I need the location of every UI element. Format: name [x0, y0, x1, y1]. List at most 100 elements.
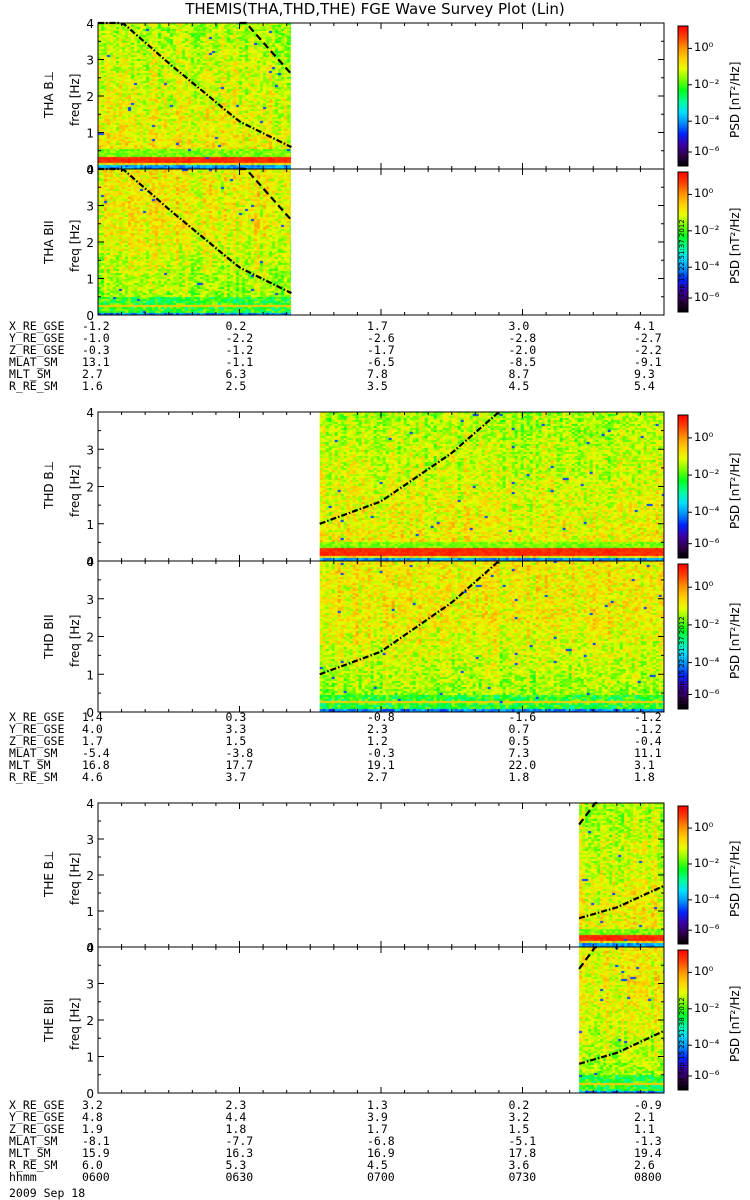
colorbar-tick-label: 10⁰ [694, 186, 714, 201]
gyro-curve-tha-perp-1 [239, 21, 293, 75]
ephemeris-value: 1.7 [367, 1122, 388, 1136]
gyro-curve-thd-par-0 [319, 560, 500, 676]
y-axis-unit-label: freq [Hz] [68, 614, 82, 667]
ephemeris-block-thd: X_RE_GSE 1.4 0.3 -0.8 -1.6 -1.2 Y_RE_GSE 4.0 3.3… [9, 711, 739, 783]
y-tick-label-0-4: 4 [86, 17, 94, 31]
ephemeris-value: 2.6 [634, 1158, 655, 1172]
chart-title: THEMIS(THA,THD,THE) FGE Wave Survey Plot… [185, 0, 565, 18]
ephemeris-value: 3.2 [82, 1098, 103, 1112]
ephemeris-row-label: MLT_SM [9, 1146, 51, 1160]
ephemeris-value: -1.2 [82, 319, 110, 333]
y-tick-label-1-4: 4 [86, 163, 94, 177]
y-tick-label-0-2: 2 [86, 90, 94, 104]
y-tick-label-3-0: 0 [86, 706, 94, 720]
ephemeris-value: 4.8 [82, 1110, 103, 1124]
y-tick-label-1-1: 1 [86, 273, 94, 287]
ephemeris-value: 1.8 [634, 770, 655, 784]
ephemeris-row-label: MLT_SM [9, 367, 51, 381]
ephemeris-value: 0600 [82, 1170, 110, 1184]
ephemeris-value: 0730 [508, 1170, 537, 1184]
colorbar-tick-label: 10⁻⁴ [694, 259, 720, 274]
ephemeris-value: 3.9 [367, 1110, 388, 1124]
y-tick-label-4-3: 3 [86, 833, 94, 847]
ephemeris-row-label: R_RE_SM [9, 379, 58, 393]
ephemeris-row-label: Y_RE_GSE [9, 1110, 65, 1124]
y-axis-unit-label: freq [Hz] [68, 852, 82, 905]
colorbar-2 [677, 414, 689, 559]
ephemeris-value: 1.7 [367, 319, 388, 333]
ephemeris-value: 13.1 [82, 355, 110, 369]
ephemeris-value: 0.5 [508, 734, 530, 748]
ephemeris-value: -1.2 [634, 722, 662, 736]
ephemeris-row-label: MLT_SM [9, 758, 51, 772]
ephemeris-value: 1.7 [82, 734, 103, 748]
y-tick-label-3-4: 4 [86, 555, 94, 569]
ephemeris-value: 1.9 [82, 1122, 103, 1136]
ephemeris-value: 4.6 [82, 770, 103, 784]
ephemeris-value: 2.5 [225, 379, 247, 393]
ephemeris-value: -6.8 [367, 1134, 395, 1148]
gyro-curve-the-par-0 [578, 1029, 665, 1065]
ephemeris-row: Z_RE_GSE 1.7 1.5 1.2 0.5 -0.4 [9, 735, 739, 747]
colorbar-tick-label: 10⁻² [694, 855, 720, 870]
colorbar-3 [677, 563, 689, 710]
colorbar-tick-label: 10⁻⁴ [694, 891, 720, 906]
ephemeris-value: 3.0 [508, 319, 530, 333]
y-tick-label-3-3: 3 [86, 593, 94, 607]
y-tick-label-5-1: 1 [86, 1051, 94, 1065]
ephemeris-value: -1.2 [225, 343, 254, 357]
colorbar-tick-label: 10⁻⁴ [694, 654, 720, 669]
ephemeris-value: 6.3 [225, 367, 247, 381]
ephemeris-row: MLAT_SM -8.1 -7.7 -6.8 -5.1 -1.3 [9, 1135, 739, 1147]
ephemeris-value: 1.3 [367, 1098, 388, 1112]
ephemeris-value: 9.3 [634, 367, 655, 381]
colorbar-1 [677, 171, 689, 313]
ephemeris-row: R_RE_SM 6.0 5.3 4.5 3.6 2.6 [9, 1159, 739, 1171]
ephemeris-row: Y_RE_GSE 4.8 4.4 3.9 3.2 2.1 [9, 1111, 739, 1123]
ephemeris-row-label: X_RE_GSE [9, 1098, 65, 1112]
colorbar-label: PSD [nT²/Hz] [728, 602, 742, 679]
ephemeris-row: Z_RE_GSE 1.9 1.8 1.7 1.5 1.1 [9, 1123, 739, 1135]
y-tick-label-4-1: 1 [86, 905, 94, 919]
ephemeris-value: 1.4 [82, 710, 103, 724]
y-tick-label-0-1: 1 [86, 127, 94, 141]
ephemeris-value: 7.8 [367, 367, 388, 381]
ephemeris-row-label: R_RE_SM [9, 770, 58, 784]
y-tick-label-4-4: 4 [86, 797, 94, 811]
ephemeris-row: R_RE_SM 1.6 2.5 3.5 4.5 5.4 [9, 380, 739, 392]
ephemeris-row-label: MLAT_SM [9, 355, 58, 369]
ephemeris-row-label: MLAT_SM [9, 1134, 58, 1148]
y-tick-label-0-0: 0 [86, 163, 94, 177]
gyro-curve-the-perp-0 [578, 884, 665, 920]
y-axis-label-the-perp: THE B⊥ [42, 850, 56, 897]
y-axis-unit-label: freq [Hz] [68, 73, 82, 126]
ephemeris-value: 3.3 [225, 722, 247, 736]
ephemeris-value: 0.7 [508, 722, 530, 736]
ephemeris-row-label: Y_RE_GSE [9, 331, 65, 345]
ephemeris-block-tha: X_RE_GSE -1.2 0.2 1.7 3.0 4.1 Y_RE_GSE -1.0 -2.2… [9, 320, 739, 392]
ephemeris-row-label: X_RE_GSE [9, 319, 65, 333]
colorbar-tick-label: 10⁻⁶ [694, 144, 720, 158]
y-axis-label-thd-par: THD BII [42, 613, 56, 659]
y-axis-unit-label: freq [Hz] [68, 997, 82, 1050]
ephemeris-value: 4.4 [225, 1110, 247, 1124]
ephemeris-value: 3.2 [508, 1110, 530, 1124]
ephemeris-value: -9.1 [634, 355, 662, 369]
ephemeris-value: 19.4 [634, 1146, 662, 1160]
ephemeris-row: MLAT_SM -5.4 -3.8 -0.3 7.3 11.1 [9, 747, 739, 759]
ephemeris-value: 16.3 [225, 1146, 254, 1160]
ephemeris-value: -2.2 [634, 343, 662, 357]
ephemeris-value: 4.5 [367, 1158, 388, 1172]
colorbar-tick-label: 10⁻² [694, 616, 720, 631]
ephemeris-value: 1.8 [225, 1122, 247, 1136]
ephemeris-row-label: R_RE_SM [9, 1158, 58, 1172]
ephemeris-value: -5.4 [82, 746, 110, 760]
ephemeris-value: -0.4 [634, 734, 662, 748]
ephemeris-value: 0.2 [225, 319, 247, 333]
ephemeris-value: 16.9 [367, 1146, 395, 1160]
ephemeris-row: MLT_SM 15.9 16.3 16.9 17.8 19.4 [9, 1147, 739, 1159]
colorbar-tick-label: 10⁰ [694, 40, 714, 55]
colorbar-tick-label: 10⁰ [694, 579, 714, 594]
colorbar-label: PSD [nT²/Hz] [728, 840, 742, 917]
ephemeris-value: 4.1 [634, 319, 655, 333]
